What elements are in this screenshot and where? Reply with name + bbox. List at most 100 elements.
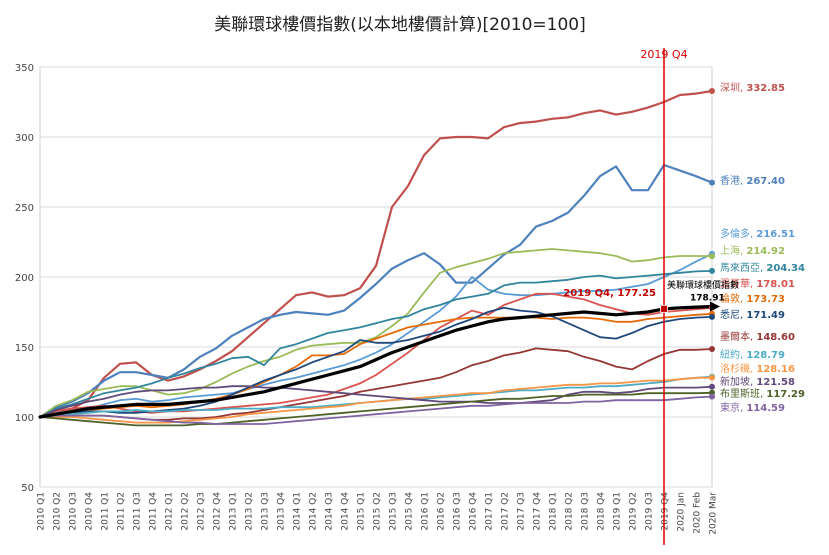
x-tick-label: 2017 Q3 [517,492,527,531]
series-end-label: 布里斯班, 117.29 [720,387,805,400]
series-value: 121.58 [756,377,795,388]
series-name: 新加坡, [720,375,756,388]
series-name: 東京, [720,401,746,414]
series-end-label: 上海, 214.92 [720,244,785,257]
series-line [39,391,713,427]
series-end-marker [709,374,715,381]
series-name: 馬來西亞, [720,262,766,274]
x-tick-label: 2017 Q2 [501,492,511,531]
x-tick-label: 2019 Q4 [661,492,671,531]
series-value: 128.79 [746,350,785,361]
x-tick-label: 2011 Q2 [117,492,127,531]
x-tick-label: 2014 Q4 [341,492,351,531]
series-end-label: 多倫多, 216.51 [720,227,795,240]
series-line [39,395,713,425]
x-tick-label: 2016 Q1 [421,492,431,531]
x-tick-label: 2011 Q3 [133,492,143,531]
series-line [39,376,713,424]
y-tick-label: 350 [15,63,34,74]
series-name: 洛杉磯, [720,362,756,375]
index-point-label: 2019 Q4, 177.25 [563,288,656,299]
grid-lines [39,66,713,488]
index-arrow-head [710,301,720,312]
series-value: 267.40 [746,176,785,187]
x-tick-label: 2010 Q4 [85,492,95,531]
marker-line: 2019 Q4 [640,48,688,545]
series-lines [38,89,714,427]
series-end-label: 洛杉磯, 128.16 [720,362,795,375]
series-end-marker [709,88,715,95]
x-tick-label: 2015 Q4 [405,492,415,531]
series-value: 171.49 [746,310,785,321]
series-name: 紐約, [720,348,746,361]
series-end-label: 馬來西亞, 204.34 [720,262,805,274]
series-value: 114.59 [746,403,785,414]
series-name: 倫敦, [720,292,746,305]
series-end-label: 香港, 267.40 [720,175,785,187]
x-tick-label: 2013 Q2 [245,492,255,531]
series-end-marker [709,253,715,260]
x-tick-label: 2010 Q2 [53,492,63,531]
x-tick-label: 2011 Q4 [149,492,159,531]
x-tick-label: 2019 Q2 [629,492,639,531]
series-name: 布里斯班, [720,387,766,400]
series-end-label: 倫敦, 173.73 [720,292,785,305]
x-tick-label: 2012 Q2 [181,492,191,531]
x-tick-label: 2020 Jan [677,492,687,532]
index-point-marker [660,304,668,313]
x-tick-label: 2016 Q3 [453,492,463,531]
series-name: 溫哥華, [720,278,756,290]
marker-line-label: 2019 Q4 [640,48,687,61]
series-value: 178.01 [756,279,795,290]
x-tick-label: 2015 Q1 [357,492,367,531]
x-tick-label: 2013 Q4 [277,492,287,531]
series-value: 128.16 [756,364,795,375]
x-tick-label: 2016 Q4 [469,492,479,531]
x-tick-label: 2016 Q2 [437,492,447,531]
x-tick-label: 2012 Q3 [197,492,207,531]
x-tick-label: 2018 Q2 [565,492,575,531]
series-name: 香港, [720,175,746,187]
y-tick-label: 300 [15,133,34,144]
x-tick-label: 2014 Q1 [293,492,303,531]
chart-title: 美聯環球樓價指數(以本地樓價計算)[2010=100] [214,15,585,35]
series-value: 204.34 [766,263,805,274]
x-tick-label: 2020 Mar [709,492,719,535]
series-line [38,163,714,419]
x-tick-label: 2011 Q1 [101,492,111,531]
series-end-label: 悉尼, 171.49 [720,309,785,321]
series-end-marker [709,267,715,274]
y-tick-label: 250 [15,203,34,214]
x-tick-label: 2013 Q3 [261,492,271,531]
series-value: 216.51 [756,229,795,240]
x-tick-label: 2020 Feb [693,492,703,534]
series-name: 多倫多, [720,227,756,240]
series-end-label: 紐約, 128.79 [720,348,785,361]
series-end-label: 墨爾本, 148.60 [720,330,795,343]
series-labels: 深圳, 332.85 香港, 267.40 多倫多, 216.51 上海, 214.9… [563,82,805,414]
x-tick-label: 2018 Q1 [549,492,559,531]
series-line [39,312,713,418]
series-end-label: 新加坡, 121.58 [720,375,795,388]
x-tick-label: 2015 Q3 [389,492,399,531]
series-value: 148.60 [756,332,795,343]
y-tick-label: 150 [15,343,34,354]
series-value: 173.73 [746,294,785,305]
x-tick-label: 2017 Q1 [485,492,495,531]
x-tick-label: 2015 Q2 [373,492,383,531]
series-end-label: 深圳, 332.85 [720,82,785,94]
x-tick-label: 2014 Q2 [309,492,319,531]
x-tick-label: 2018 Q3 [581,492,591,531]
x-tick-label: 2019 Q1 [613,492,623,531]
y-tick-label: 50 [21,483,34,494]
series-line [39,252,713,418]
x-tick-label: 2012 Q4 [213,492,223,531]
x-tick-label: 2013 Q1 [229,492,239,531]
index-series-name-label: 美聯環球樓價指數 [667,279,739,291]
y-tick-label: 200 [15,273,34,284]
x-tick-label: 2014 Q3 [325,492,335,531]
series-end-marker [709,345,715,352]
x-tick-label: 2010 Q3 [69,492,79,531]
